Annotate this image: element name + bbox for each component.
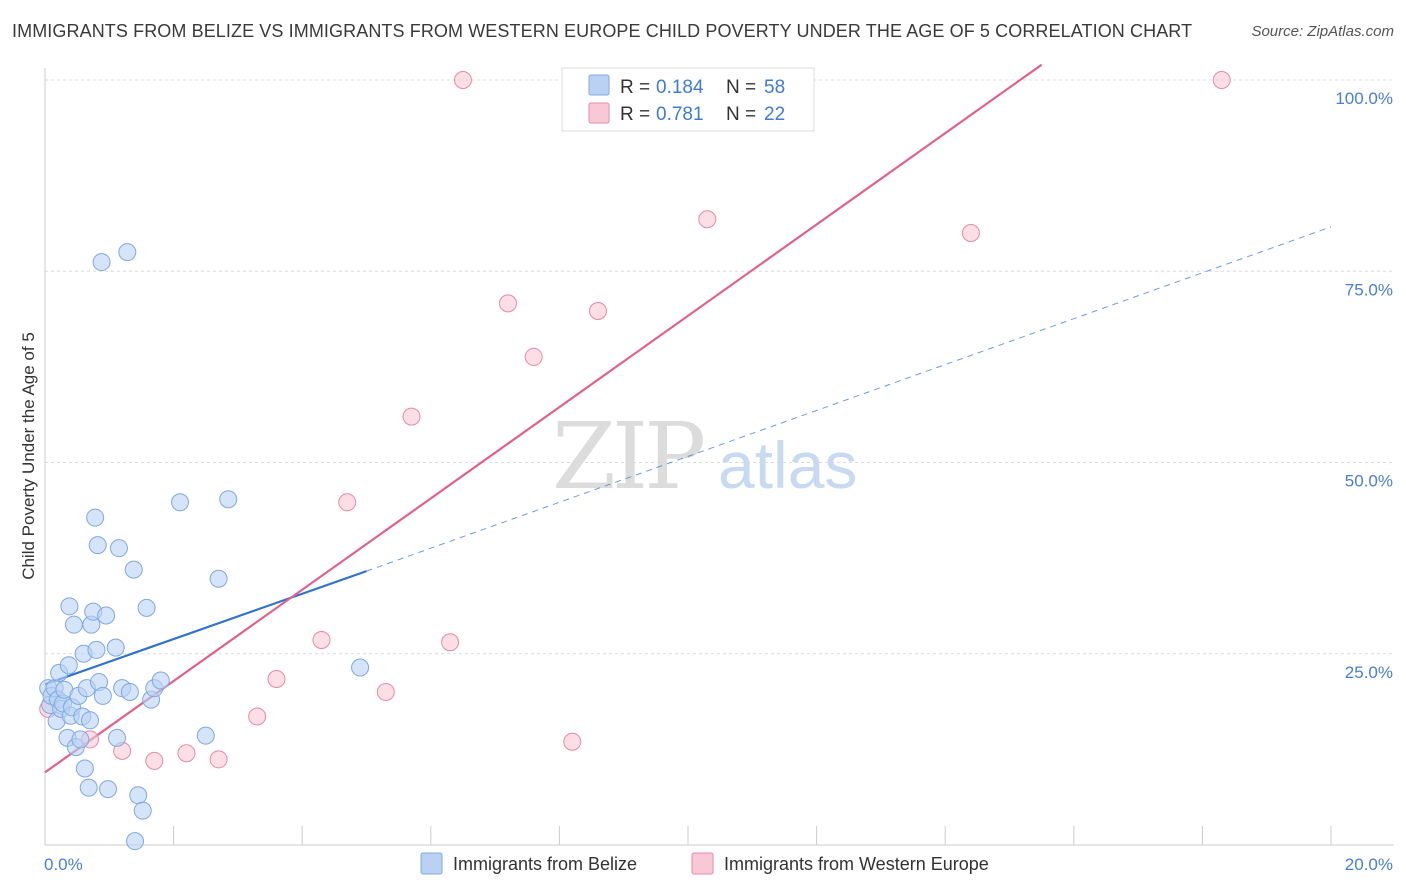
point-belize	[64, 615, 83, 634]
point-belize	[59, 656, 78, 675]
gridlines	[45, 79, 1394, 655]
point-belize	[79, 778, 98, 797]
trend-line-belize	[44, 570, 367, 686]
y-axis-title: Child Poverty Under the Age of 5	[19, 332, 38, 580]
x-tick-label: 20.0%	[1345, 855, 1393, 874]
point-weurope	[209, 750, 228, 769]
point-belize	[87, 640, 106, 659]
chart-source: Source: ZipAtlas.com	[1251, 23, 1394, 40]
legend-box-n-value-belize: 58	[764, 77, 785, 98]
point-weurope	[563, 732, 582, 751]
y-tick-label: 100.0%	[1335, 89, 1393, 108]
point-belize	[60, 597, 79, 616]
data-points	[39, 71, 1231, 851]
point-belize	[151, 671, 170, 690]
tick-labels: 25.0% 50.0% 75.0% 100.0% 0.0% 20.0%	[44, 89, 1393, 874]
point-belize	[219, 490, 238, 509]
point-weurope	[498, 294, 517, 313]
legend-box-n-label-weurope: N =	[726, 104, 761, 125]
point-belize	[129, 786, 148, 805]
point-belize	[99, 780, 118, 799]
point-belize	[351, 658, 370, 677]
point-weurope	[338, 493, 357, 512]
point-weurope	[177, 744, 196, 763]
y-tick-label: 50.0%	[1345, 472, 1393, 491]
point-belize	[124, 560, 143, 579]
point-belize	[93, 686, 112, 705]
point-belize	[108, 728, 127, 747]
x-tick-label: 0.0%	[44, 855, 83, 874]
legend-box-swatch-weurope	[588, 102, 610, 124]
chart-title: IMMIGRANTS FROM BELIZE VS IMMIGRANTS FRO…	[12, 21, 1193, 41]
point-belize	[81, 711, 100, 730]
legend-box-r-value-belize: 0.184	[656, 77, 704, 98]
point-belize	[75, 759, 94, 778]
point-weurope	[698, 210, 717, 229]
point-weurope	[145, 751, 164, 770]
legend-box-r-label-belize: R =	[620, 77, 655, 98]
y-tick-label: 25.0%	[1345, 663, 1393, 682]
legend-box-swatch-belize	[588, 74, 610, 96]
watermark: ZIP atlas	[552, 403, 857, 510]
point-weurope	[961, 224, 980, 242]
legend-box-n-value-weurope: 22	[764, 104, 785, 125]
point-belize	[209, 569, 228, 588]
trend-line-belize-extension	[366, 226, 1332, 572]
watermark-zip: ZIP	[552, 403, 703, 510]
point-belize	[137, 598, 156, 617]
legend-box-r-label-weurope: R =	[620, 104, 655, 125]
point-belize	[133, 801, 152, 820]
point-weurope	[312, 630, 331, 649]
watermark-atlas: atlas	[718, 428, 857, 502]
point-belize	[109, 539, 128, 558]
point-belize	[71, 730, 90, 749]
trend-lines	[44, 63, 1332, 774]
point-belize	[92, 253, 111, 272]
point-weurope	[524, 347, 543, 366]
point-belize	[171, 493, 190, 512]
point-belize	[106, 638, 125, 657]
point-belize	[120, 683, 139, 701]
trend-line-weurope	[44, 63, 1043, 774]
point-belize	[86, 508, 105, 527]
point-weurope	[267, 669, 286, 688]
point-belize	[126, 832, 145, 851]
point-belize	[196, 726, 215, 745]
axes	[44, 68, 1394, 846]
legend-swatch-belize	[420, 852, 443, 875]
point-weurope	[248, 707, 267, 726]
legend-label-belize: Immigrants from Belize	[453, 854, 637, 874]
point-weurope	[588, 302, 607, 321]
legend-box: R = 0.184 N = 58 R = 0.781 N = 22	[561, 67, 815, 132]
point-weurope	[376, 683, 395, 701]
point-belize	[118, 243, 137, 262]
legend-box-n-label-belize: N =	[726, 77, 761, 98]
bottom-legend: Immigrants from Belize Immigrants from W…	[420, 852, 989, 875]
point-weurope	[441, 633, 460, 652]
legend-box-r-value-weurope: 0.781	[656, 104, 704, 125]
point-belize	[97, 606, 116, 625]
point-weurope	[402, 407, 421, 426]
legend-label-weurope: Immigrants from Western Europe	[724, 854, 989, 874]
point-weurope	[453, 71, 472, 89]
point-weurope	[1212, 71, 1231, 89]
legend-swatch-weurope	[691, 852, 714, 875]
y-tick-label: 75.0%	[1345, 280, 1393, 299]
point-belize	[88, 536, 107, 555]
